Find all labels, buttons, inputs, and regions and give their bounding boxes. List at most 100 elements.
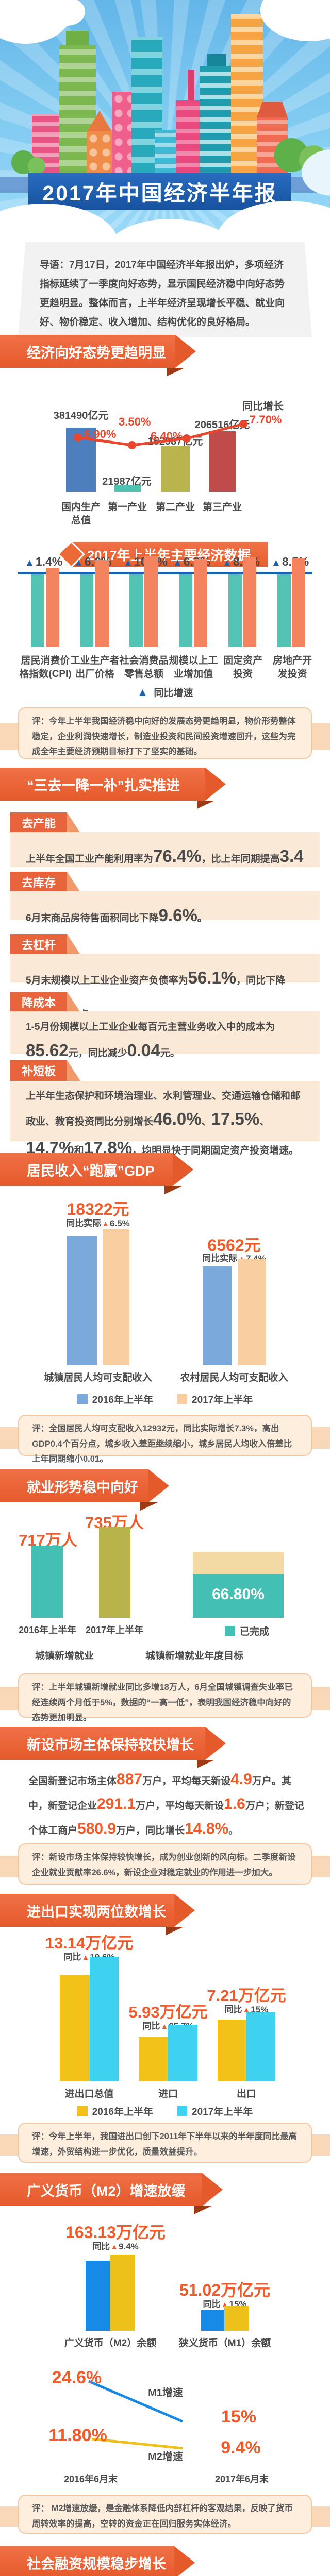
income-bar-urban-2016 [67, 1236, 97, 1365]
gdp-value-tertiary: 206516亿元 [194, 419, 250, 431]
banner-ribbon-fold [164, 1186, 182, 1194]
comment-text: 评：今年上半年我国经济稳中向好的发展态势更趋明显，物价形势整体稳定，企业利润快速… [18, 707, 312, 759]
section-banner-maindata: 2017年上半年主要经济数据 [57, 540, 268, 568]
banner-ribbon-tail [202, 2173, 223, 2206]
emp-target-remaining [193, 1552, 284, 1574]
up-arrow-icon: ▲ [110, 2243, 119, 2251]
building-lightblue-small [155, 130, 178, 174]
market-paragraph: 全国新登记市场主体887万户，平均每天新设4.9万户。其中，新登记企业291.1… [28, 1771, 304, 1837]
building-antenna [188, 70, 194, 100]
banner-ribbon-fold [166, 1927, 184, 1935]
employment-chart: 735万人 717万人 2016年上半年 2017年上半年 66.80% 已完成… [0, 1510, 330, 1667]
up-arrow-icon: ▲ [137, 685, 148, 699]
m1-balance-value: 51.02万亿元 [179, 2281, 271, 2299]
building-house-roof [87, 111, 112, 132]
gdp-growth-total: 6.90% [84, 428, 117, 440]
up-arrow-icon: ▲ [160, 2022, 169, 2031]
income-cat-urban: 城镇居民人均可支配收入 [44, 1372, 152, 1383]
md-cat-4: 固定资产 投资 [223, 655, 262, 680]
gdp-cat-tertiary: 第三产业 [202, 502, 242, 513]
gdp-growth-secondary: 6.40% [151, 430, 183, 443]
emp-title-left: 城镇新增就业 [35, 1651, 94, 1662]
tag-fold-icon [67, 872, 80, 892]
trade-bar-export-2017 [246, 2012, 275, 2081]
emp-legend-done: 已完成 [225, 1624, 269, 1638]
trade-bar-total-2017 [90, 1957, 119, 2081]
emp-title-right: 城镇新增就业年度目标 [145, 1651, 243, 1662]
emp-target-done [193, 1574, 284, 1618]
market-paragraph-wrap: 全国新登记市场主体887万户，平均每天新设4.9万户。其中，新登记企业291.1… [0, 1768, 330, 1840]
section-banner-social: 社会融资规模稳步增长 [0, 2546, 195, 2576]
gdp-value-total: 381490亿元 [53, 410, 109, 421]
gdp-bar-secondary [161, 446, 190, 492]
banner-ribbon-tail [174, 1894, 195, 1927]
sanqu-box-4: 上半年生态保护和环境治理业、水利管理业、交通运输仓储和邮政业、教育投资同比分别增… [10, 1081, 320, 1157]
m2-balance-growth: 同比▲9.4% [92, 2242, 139, 2251]
gdp-growth-line [74, 420, 248, 449]
md-cat-3: 规模以上工 业增加值 [169, 655, 218, 680]
md-bar-teal-1 [80, 574, 93, 647]
banner-ribbon-tail [174, 2546, 195, 2576]
legend-swatch [177, 1394, 187, 1404]
trade-cat-import: 进口 [158, 2089, 178, 2099]
md-legend: ▲ 同比增速 [0, 685, 330, 699]
section-banner-label: 广义货币（M2）增速放缓 [27, 2183, 186, 2199]
legend-2016: 2016年上半年 [77, 2104, 153, 2118]
md-legend-item: ▲ 同比增速 [137, 685, 193, 699]
section-banner-economy: 经济向好态势更趋明显 [0, 335, 196, 376]
gdp-bar-primary [114, 485, 141, 492]
income-urban-value: 18322元 [67, 1200, 129, 1218]
sanqu-box-0: 上半年全国工业产能利用率为76.4%，比上年同期提高3.4个百分点。 [10, 832, 320, 888]
trade-value-import: 5.93万亿元 [128, 2003, 208, 2021]
section-banner-label: 进出口实现两位数增长 [27, 1904, 166, 1920]
up-arrow-icon: ▲ [74, 557, 84, 568]
banner-ribbon-tail [205, 768, 226, 801]
up-arrow-icon: ▲ [242, 2006, 251, 2014]
tag-fold-icon [67, 812, 80, 833]
sanqu-box-1: 6月末商品房待售面积同比下降9.6%。 [10, 891, 320, 925]
income-bar-rural-2016 [203, 1266, 232, 1365]
legend-2016: 2016年上半年 [77, 1392, 153, 1406]
banner-ribbon-fold [194, 2206, 211, 2214]
emp-bar-2016 [31, 1546, 63, 1618]
page-title-ribbon: 2017年中国经济半年报 [28, 173, 291, 210]
trade-value-export: 7.21万亿元 [207, 1987, 286, 2005]
md-pct-value: 1.4% [35, 555, 63, 568]
building-orange-house [87, 131, 112, 174]
section-banner-m2: 广义货币（M2）增速放缓 [0, 2173, 223, 2214]
section-banner-sanqu: “三去一降一补”扎实推进 [0, 768, 226, 809]
comment-box-5: 评：今年上半年，我国进出口创下2011年下半年以来的半年度同比最高增速，外贸结构… [0, 2123, 330, 2163]
up-arrow-icon: ▲ [102, 1219, 110, 1228]
gdp-cat-primary: 第一产业 [107, 502, 147, 513]
legend-swatch [177, 2106, 187, 2116]
building-green-cap [66, 31, 89, 46]
gdp-chart: 381490亿元 21987亿元 152987亿元 206516亿元 6.90%… [0, 392, 330, 528]
section-banner-label: 2017年上半年主要经济数据 [87, 547, 251, 563]
gdp-growth-tertiary: 7.70% [250, 413, 282, 426]
m1-balance-label: 狭义货币（M1）余额 [178, 2338, 271, 2349]
md-cat-5: 房地产开 发投资 [272, 655, 312, 680]
md-bar-teal-0 [31, 574, 44, 647]
banner-ribbon-fold [197, 801, 214, 809]
trade-bar-total-2016 [60, 1975, 90, 2081]
section-banner-trade: 进出口实现两位数增长 [0, 1894, 195, 1935]
banner-ribbon-tail [205, 1727, 226, 1760]
legend-2017: 2017年上半年 [177, 1392, 253, 1406]
section-banner-label: 新设市场主体保持较快增长 [27, 1737, 194, 1753]
m2-balance-label: 广义货币（M2）余额 [64, 2338, 157, 2349]
md-bar-orange-0 [46, 568, 59, 647]
sanqu-box-2: 5月末规模以上工业企业资产负债率为56.1%，同比下降0.7个百分点。 [10, 954, 320, 1021]
section-banner-label: 居民收入“跑赢”GDP [27, 1163, 155, 1179]
md-bar-teal-3 [179, 574, 192, 647]
section-banner-label: 就业形势稳中向好 [27, 1479, 138, 1495]
m1-line-label: M1增速 [148, 2387, 183, 2399]
trade-cat-export: 出口 [236, 2089, 256, 2099]
m1-m2-growth-lines [88, 2380, 183, 2450]
tag-jiangchengben: 降成本 [10, 992, 80, 1012]
axis-line [18, 572, 312, 574]
trade-growth-export: 同比▲15% [224, 2005, 269, 2014]
legend-swatch [77, 2106, 88, 2116]
md-bar-teal-2 [129, 574, 143, 647]
building-teal-grid-tower [200, 66, 233, 174]
md-bar-orange-1 [95, 560, 109, 647]
